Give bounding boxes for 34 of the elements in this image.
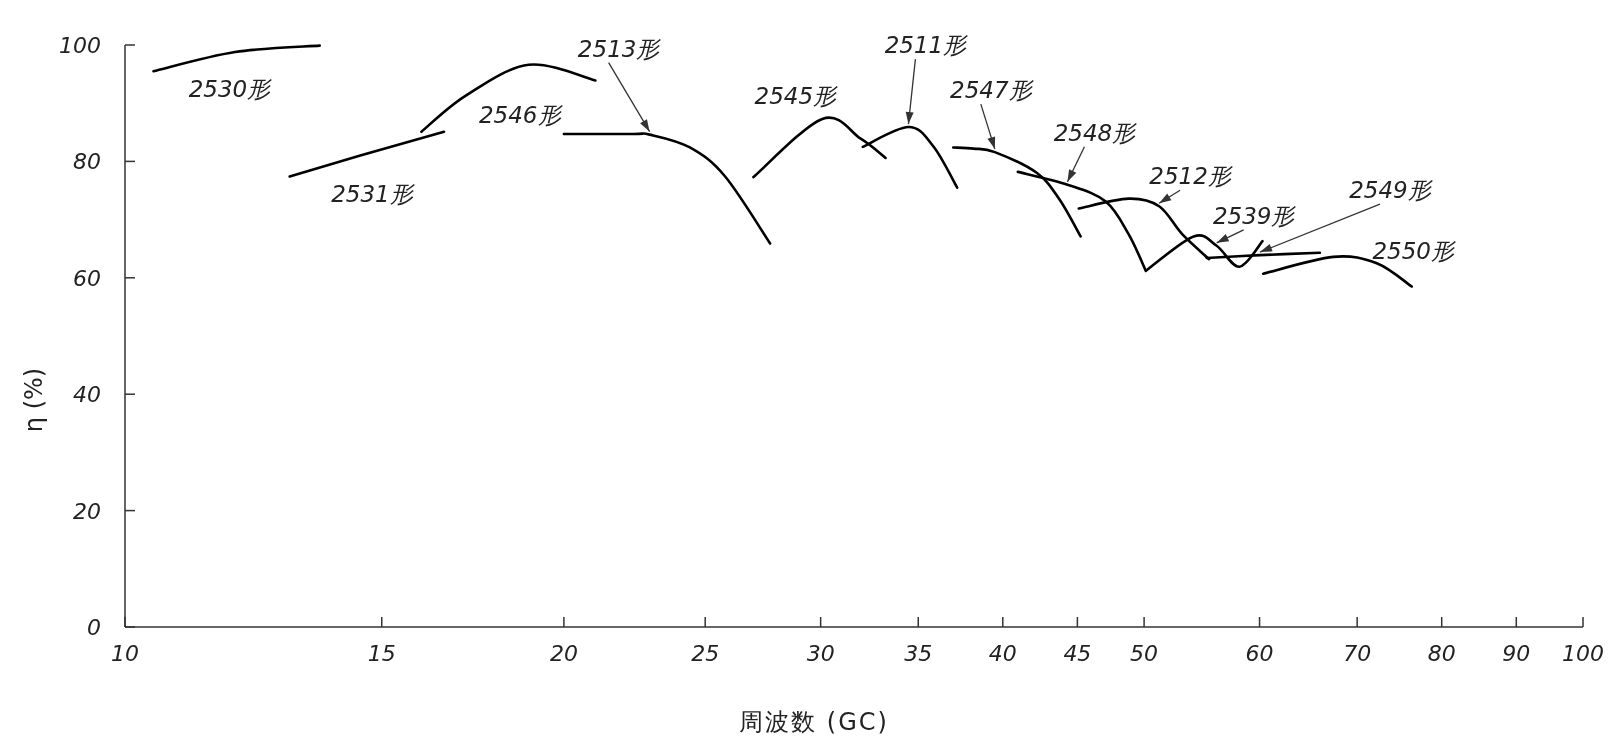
x-tick-label: 45 bbox=[1063, 641, 1092, 666]
x-tick-label: 30 bbox=[806, 641, 835, 666]
series-label: 2550形 bbox=[1372, 237, 1456, 264]
x-tick-label: 35 bbox=[904, 641, 933, 666]
text: 2513形 bbox=[577, 35, 662, 62]
x-tick-label: 70 bbox=[1343, 641, 1372, 666]
series-label: 2531形 bbox=[331, 180, 415, 207]
y-axis-title: η (%) bbox=[20, 367, 48, 433]
x-tick-label: 60 bbox=[1245, 641, 1274, 666]
x-tick-label: 40 bbox=[988, 641, 1017, 666]
text: 2549形 bbox=[1349, 177, 1433, 204]
x-tick-label: 10 bbox=[111, 641, 139, 666]
y-tick-label: 0 bbox=[87, 615, 101, 640]
series-label: 2512形 bbox=[1149, 163, 1233, 190]
x-tick-label: 15 bbox=[367, 641, 396, 666]
series-label: 2530形 bbox=[188, 76, 273, 103]
y-tick-label: 60 bbox=[73, 265, 101, 291]
x-tick-label: 100 bbox=[1562, 641, 1604, 666]
series-label: 2546形 bbox=[478, 101, 563, 128]
x-tick-label: 50 bbox=[1130, 641, 1159, 666]
x-tick-label: 20 bbox=[549, 641, 578, 666]
x-tick-label: 90 bbox=[1502, 641, 1531, 666]
series-label: 2548形 bbox=[1053, 119, 1138, 146]
y-tick-label: 80 bbox=[73, 149, 101, 175]
x-axis-title: 周波数 (GC) bbox=[739, 708, 889, 736]
text: 2511形 bbox=[884, 32, 969, 59]
series-label: 2539形 bbox=[1212, 202, 1297, 229]
x-tick-label: 25 bbox=[691, 641, 720, 666]
y-tick-label: 100 bbox=[59, 33, 101, 58]
y-tick-label: 40 bbox=[73, 382, 101, 408]
y-tick-label: 20 bbox=[73, 498, 101, 524]
series-label: 2547形 bbox=[950, 77, 1034, 104]
x-tick-label: 80 bbox=[1427, 641, 1456, 666]
series-label: 2545形 bbox=[754, 82, 839, 109]
